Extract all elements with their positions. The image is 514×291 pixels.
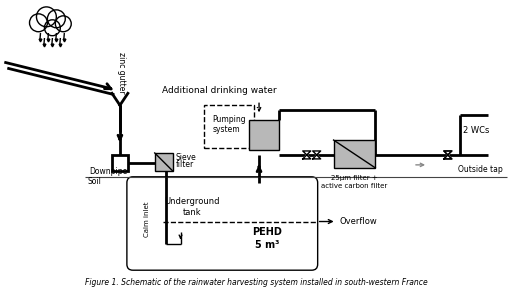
Polygon shape [313, 151, 321, 159]
Text: 25μm filter +: 25μm filter + [331, 175, 378, 181]
Circle shape [36, 7, 57, 27]
Text: Overflow: Overflow [340, 217, 377, 226]
Bar [249, 120, 279, 150]
Circle shape [44, 20, 60, 36]
Text: active carbon filter: active carbon filter [321, 183, 388, 189]
Text: PEHD: PEHD [252, 228, 282, 237]
Bar [205, 105, 254, 148]
Polygon shape [444, 151, 452, 159]
Text: Sieve: Sieve [176, 153, 196, 162]
Bar [155, 153, 173, 171]
Text: Soil: Soil [87, 177, 101, 186]
Text: Underground: Underground [164, 197, 220, 206]
Text: 5 m³: 5 m³ [255, 240, 279, 250]
Text: tank: tank [183, 208, 202, 217]
Text: zinc gutter: zinc gutter [117, 52, 126, 93]
Text: filter: filter [176, 160, 194, 169]
Polygon shape [303, 151, 310, 159]
Circle shape [47, 10, 65, 28]
Text: Additional drinking water: Additional drinking water [162, 86, 277, 95]
Text: Calm inlet: Calm inlet [144, 202, 150, 237]
Text: 2 WCs: 2 WCs [463, 126, 489, 135]
Bar [334, 140, 375, 168]
Circle shape [56, 16, 71, 32]
FancyBboxPatch shape [127, 177, 318, 270]
Text: system: system [212, 125, 240, 134]
Text: Pumping: Pumping [212, 115, 246, 124]
Text: Figure 1. Schematic of the rainwater harvesting system installed in south-wester: Figure 1. Schematic of the rainwater har… [85, 278, 428, 287]
Circle shape [29, 14, 47, 32]
Text: Outside tap: Outside tap [458, 165, 503, 174]
Bar [112, 155, 128, 171]
Text: Downpipe: Downpipe [89, 167, 127, 176]
Polygon shape [444, 151, 452, 159]
